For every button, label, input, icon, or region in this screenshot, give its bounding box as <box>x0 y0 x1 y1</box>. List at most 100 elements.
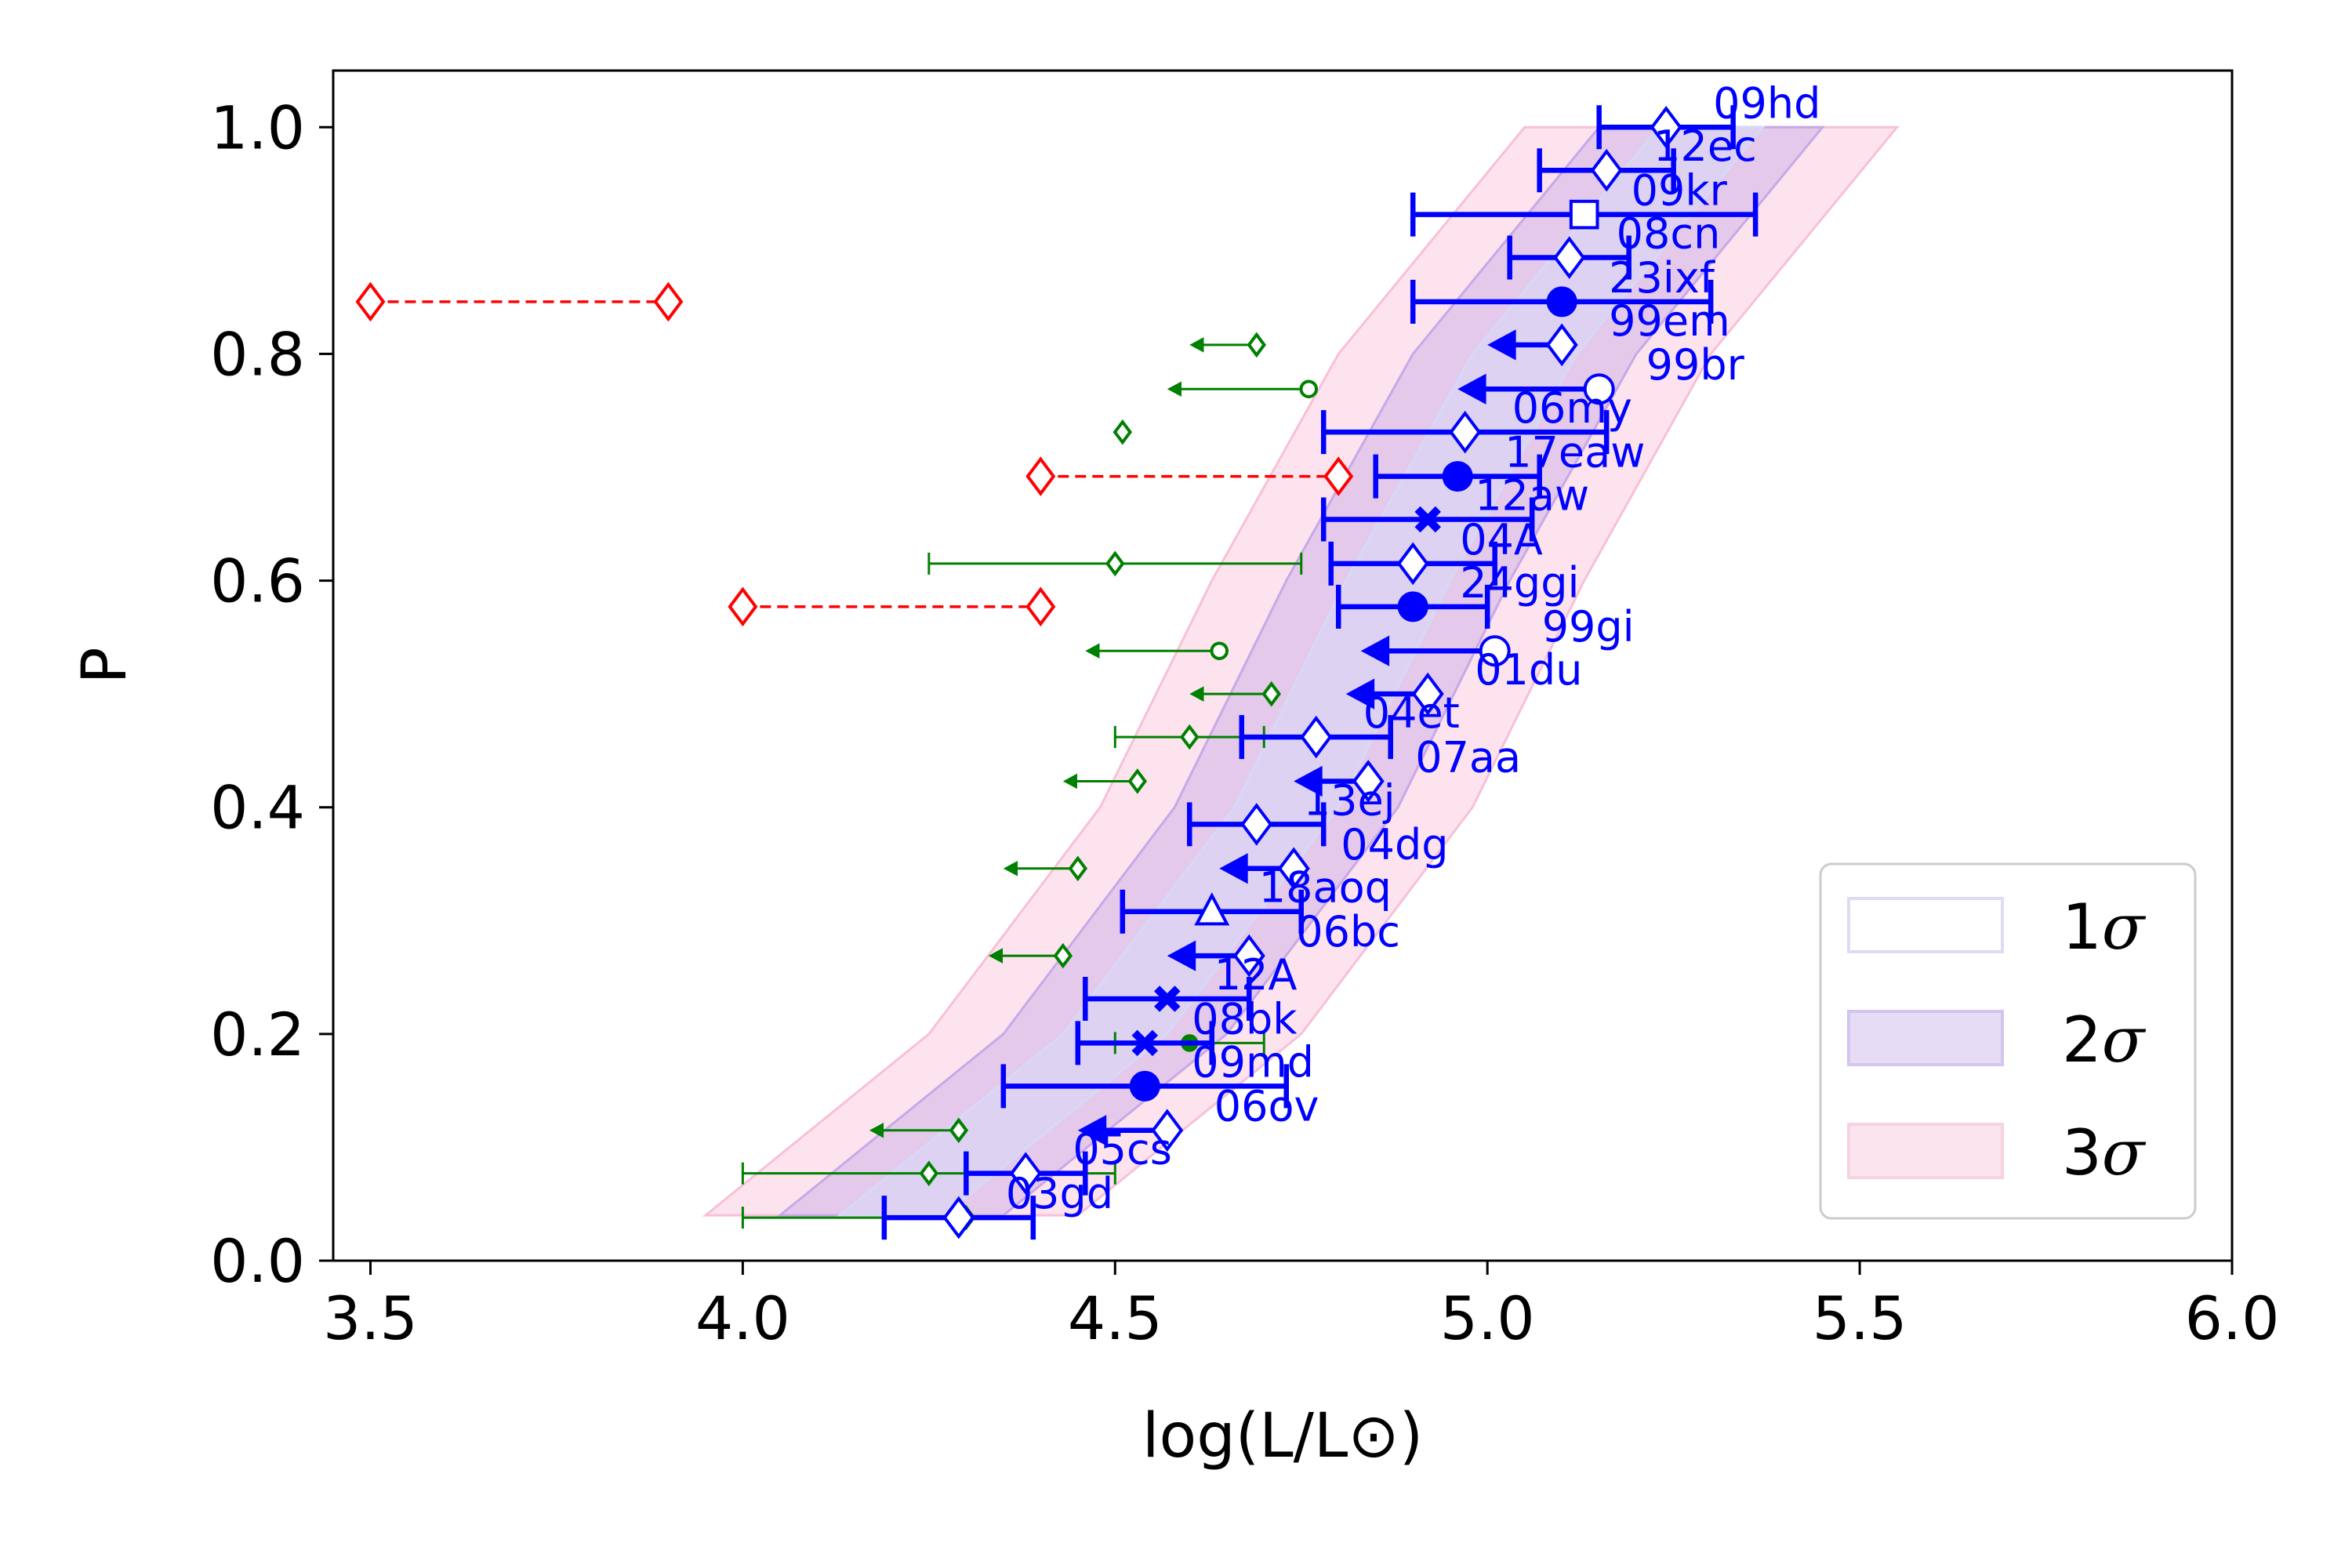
green-point-marker <box>1261 681 1282 707</box>
legend-swatch-2sigma <box>1847 1010 2004 1066</box>
blue-point-limit-arrow <box>1345 678 1375 710</box>
green-point-marker <box>1112 419 1133 445</box>
green-point-limit-arrow <box>988 948 1004 964</box>
x-tick-label: 4.0 <box>695 1283 790 1353</box>
blue-point-marker <box>1131 1029 1159 1057</box>
y-tick-label: 0.2 <box>210 1000 305 1069</box>
green-point-marker <box>1068 855 1088 882</box>
green-point-marker <box>1299 379 1318 398</box>
legend-sym-1: σ <box>2102 891 2147 964</box>
sn-label: 09md <box>1192 1037 1314 1087</box>
sn-label: 12ec <box>1653 122 1757 171</box>
x-tick-label: 5.0 <box>1440 1283 1535 1353</box>
sn-label: 07aa <box>1415 732 1521 782</box>
blue-point-limit-arrow <box>1360 635 1390 666</box>
green-point-limit-arrow <box>1167 381 1181 397</box>
green-point-limit-arrow <box>1189 686 1204 702</box>
band-1sigma <box>836 125 1766 1217</box>
blue-point-limit-arrow <box>1487 329 1516 361</box>
blue-point-marker <box>1232 934 1265 978</box>
y-tick-label: 1.0 <box>210 93 305 162</box>
sn-label: 06ov <box>1214 1082 1319 1131</box>
sn-label: 01du <box>1475 645 1582 695</box>
sn-label: 09kr <box>1632 166 1728 216</box>
red-range-marker <box>1323 456 1354 496</box>
axes-ticks: 3.5 4.0 4.5 5.0 5.5 6.0 0.0 0.2 0.4 0.6 0.8 1.0 <box>210 93 2279 1353</box>
green-point-marker <box>1180 724 1200 750</box>
blue-point-marker <box>1352 760 1385 803</box>
blue-point-marker <box>1583 373 1615 405</box>
blue-point-marker <box>1545 323 1578 367</box>
blue-point-marker <box>1240 803 1273 846</box>
sn-label: 12aw <box>1475 471 1589 521</box>
red-range-marker <box>728 586 758 627</box>
sn-label: 04A <box>1460 515 1543 564</box>
sn-label: 12A <box>1214 950 1298 1000</box>
blue-point-marker <box>1397 591 1428 622</box>
blue-point-marker <box>1479 635 1511 667</box>
red-ranges <box>355 281 1354 627</box>
sn-label: 99br <box>1646 340 1745 390</box>
blue-point-limit-arrow <box>1219 853 1248 884</box>
y-tick-label: 0.8 <box>210 319 305 389</box>
sn-label: 04dg <box>1341 820 1448 869</box>
x-tick-label: 3.5 <box>323 1283 418 1353</box>
green-point-marker <box>1127 768 1148 794</box>
legend-label-2sigma: 2σ <box>2062 1004 2147 1076</box>
blue-point-limit-arrow <box>1167 940 1196 971</box>
blue-series <box>881 105 1759 1240</box>
legend-num-3: 3 <box>2062 1116 2102 1189</box>
blue-point-marker <box>1553 236 1586 279</box>
blue-point-marker <box>1396 542 1429 586</box>
red-range-marker <box>355 281 386 322</box>
legend-num-1: 1 <box>2062 891 2102 964</box>
blue-point-marker <box>1650 105 1682 149</box>
blue-point-limit-arrow <box>1077 1115 1107 1146</box>
blue-point-marker <box>1129 1070 1160 1102</box>
green-point-marker <box>1247 332 1267 358</box>
blue-point-marker <box>1300 715 1333 759</box>
sn-label: 08cn <box>1617 209 1721 259</box>
sn-label: 13ej <box>1304 775 1396 825</box>
legend-sym-3: σ <box>2102 1116 2147 1189</box>
sn-label: 24ggi <box>1460 558 1579 608</box>
sn-label: 23ixf <box>1609 253 1716 303</box>
legend: 1σ 2σ 3σ <box>1819 862 2197 1220</box>
green-point-marker <box>919 1160 939 1187</box>
y-tick-label: 0.0 <box>210 1226 305 1296</box>
blue-point-limit-arrow <box>1457 373 1486 405</box>
y-axis-label: P <box>70 647 140 684</box>
sn-label: 99em <box>1609 296 1730 346</box>
blue-point-marker <box>1590 148 1623 192</box>
red-range-marker <box>1025 456 1056 496</box>
sn-label: 18aoq <box>1259 863 1392 913</box>
blue-point-marker <box>1546 286 1577 318</box>
green-point-limit-arrow <box>1003 860 1018 877</box>
sn-label: 99gi <box>1542 602 1635 652</box>
sn-label: 04et <box>1363 688 1460 738</box>
red-range-marker <box>653 281 684 322</box>
blue-point-limit-arrow <box>1294 765 1323 797</box>
legend-swatch-1sigma <box>1847 897 2004 953</box>
blue-point-marker <box>1449 410 1482 454</box>
sn-label: 03gd <box>1006 1169 1113 1218</box>
green-point-limit-arrow <box>1085 643 1100 659</box>
green-point-limit-arrow <box>869 1122 884 1138</box>
legend-num-2: 2 <box>2062 1004 2102 1076</box>
legend-sym-2: σ <box>2102 1004 2147 1076</box>
green-point-marker <box>1053 942 1073 969</box>
green-point-marker <box>949 1117 969 1144</box>
green-point-marker <box>1210 641 1229 660</box>
blue-point-marker <box>1194 892 1230 926</box>
blue-point-marker <box>1411 672 1444 716</box>
y-tick-label: 0.6 <box>210 546 305 616</box>
green-point-limit-arrow <box>1062 773 1078 789</box>
blue-point-marker <box>1151 1109 1184 1152</box>
sn-labels: 09hd12ec09kr08cn23ixf99em99br06my17eaw12… <box>1006 78 1821 1218</box>
blue-point-marker <box>942 1196 975 1240</box>
legend-swatch-3sigma <box>1847 1123 2004 1179</box>
blue-point-marker <box>1154 985 1181 1012</box>
sn-label: 05cs <box>1073 1125 1172 1174</box>
